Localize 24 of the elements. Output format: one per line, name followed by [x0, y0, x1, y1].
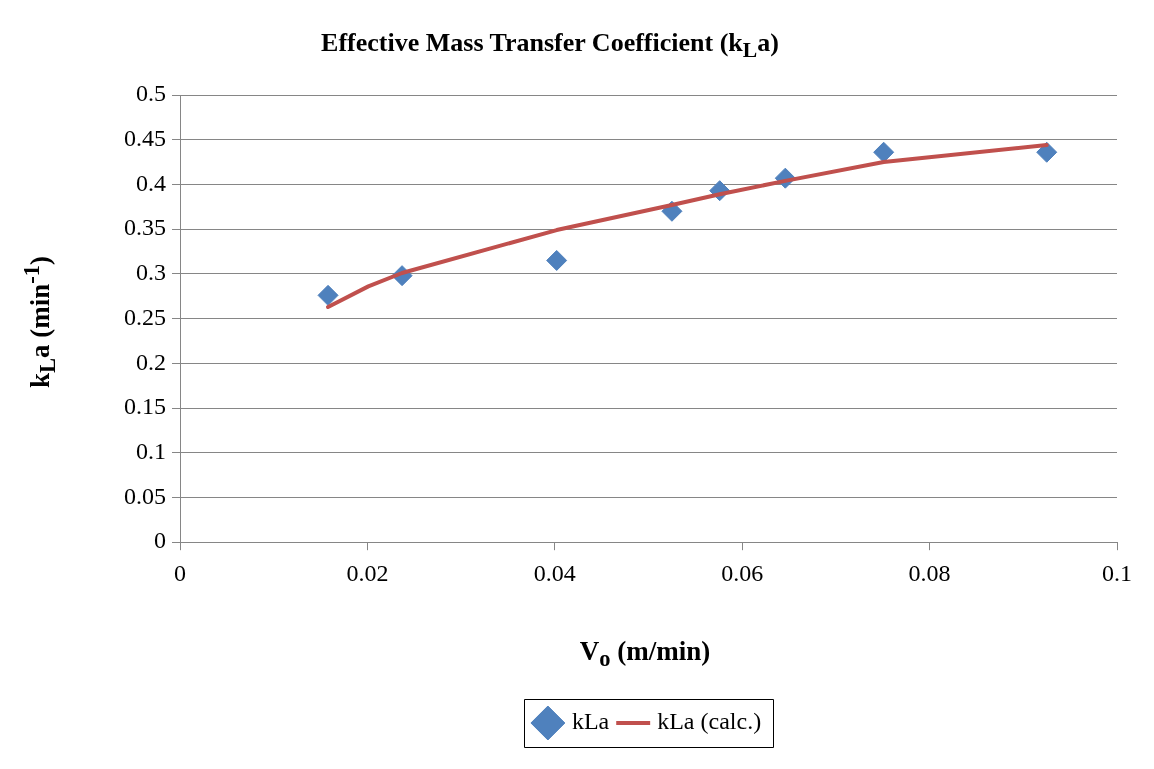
x-tick-label: 0.06: [721, 559, 764, 586]
y-tick-label: 0.4: [136, 169, 166, 196]
y-tick-label: 0: [154, 527, 166, 554]
x-axis-title: V$_{o}$ (m/min): [579, 636, 711, 673]
y-tick-label: 0.5: [136, 80, 166, 107]
point: [546, 249, 568, 271]
y-tick-label: 0.05: [124, 482, 166, 509]
x-tick-label: 0.04: [533, 559, 576, 586]
y-tick-label: 0.1: [136, 438, 166, 465]
point: [873, 141, 895, 163]
point: [317, 284, 339, 306]
y-tick-label: 0.15: [124, 393, 166, 420]
y-tick-label: 0.35: [124, 214, 166, 241]
x-tick-label: 0.1: [1102, 559, 1132, 586]
y-tick-label: 0.2: [136, 348, 166, 375]
x-tick-label: 0: [174, 559, 186, 586]
legend-label: kLa: [571, 708, 610, 735]
chart-title: Effective Mass Transfer Coefficient (k$_{L}$a): [321, 28, 779, 64]
y-tick-label: 0.3: [136, 259, 166, 286]
x-tick-label: 0.02: [346, 559, 389, 586]
y-tick-label: 0.45: [124, 125, 166, 152]
x-tick-label: 0.08: [908, 559, 951, 586]
y-tick-label: 0.25: [124, 303, 166, 330]
legend-label: kLa (calc.): [657, 708, 762, 735]
